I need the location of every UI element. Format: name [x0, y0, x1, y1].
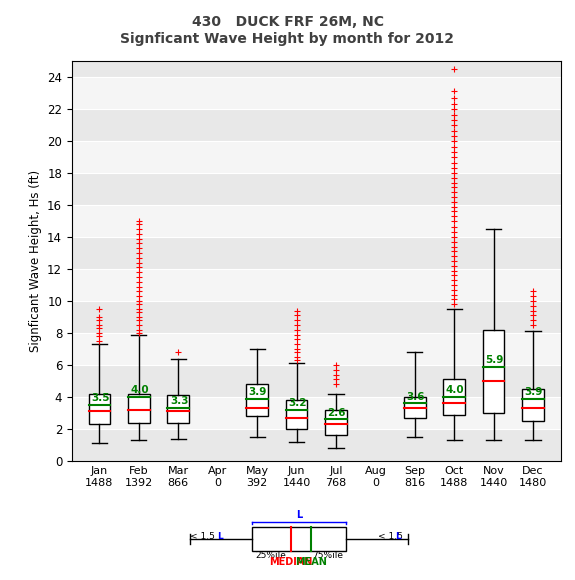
Bar	[72, 173, 561, 205]
Bar	[72, 269, 561, 301]
Bar	[443, 379, 465, 415]
Text: L: L	[217, 532, 223, 542]
Y-axis label: Signficant Wave Height, Hs (ft): Signficant Wave Height, Hs (ft)	[29, 170, 41, 352]
Bar	[72, 333, 561, 365]
Bar	[72, 365, 561, 397]
Text: 4.0: 4.0	[446, 385, 465, 395]
Text: L: L	[395, 532, 401, 542]
Text: 3.5: 3.5	[91, 393, 109, 403]
Text: < 1.5: < 1.5	[190, 532, 217, 542]
Bar	[72, 141, 561, 173]
Bar	[89, 394, 110, 425]
Bar	[286, 400, 308, 429]
Text: Signficant Wave Height by month for 2012: Signficant Wave Height by month for 2012	[121, 32, 454, 46]
Text: 4.0: 4.0	[131, 385, 149, 395]
Bar	[128, 394, 150, 423]
Bar	[72, 109, 561, 141]
Text: L: L	[296, 510, 302, 520]
Bar	[483, 330, 504, 413]
Text: 3.9: 3.9	[524, 387, 543, 397]
Text: 3.9: 3.9	[248, 387, 267, 397]
Text: 2.6: 2.6	[328, 408, 346, 418]
Text: 430   DUCK FRF 26M, NC: 430 DUCK FRF 26M, NC	[191, 14, 384, 28]
Text: 25%ile: 25%ile	[255, 551, 286, 560]
Text: 5.9: 5.9	[485, 355, 504, 365]
Bar	[325, 410, 347, 436]
Bar	[404, 397, 426, 418]
Bar	[72, 205, 561, 237]
Bar	[72, 61, 561, 77]
Bar	[72, 397, 561, 429]
Bar	[246, 385, 268, 416]
Text: 3.3: 3.3	[170, 396, 189, 407]
Text: MEDIAN: MEDIAN	[270, 557, 313, 567]
Text: 3.2: 3.2	[288, 398, 306, 408]
Bar	[252, 527, 346, 550]
Bar	[167, 396, 189, 423]
Bar	[72, 237, 561, 269]
Bar	[72, 77, 561, 109]
Bar	[72, 429, 561, 461]
Bar	[72, 301, 561, 333]
Text: MEAN: MEAN	[295, 557, 327, 567]
Text: 3.6: 3.6	[407, 392, 425, 401]
Text: 75%ile: 75%ile	[312, 551, 343, 560]
Text: < 1.5: < 1.5	[378, 532, 406, 542]
Bar	[522, 389, 544, 421]
